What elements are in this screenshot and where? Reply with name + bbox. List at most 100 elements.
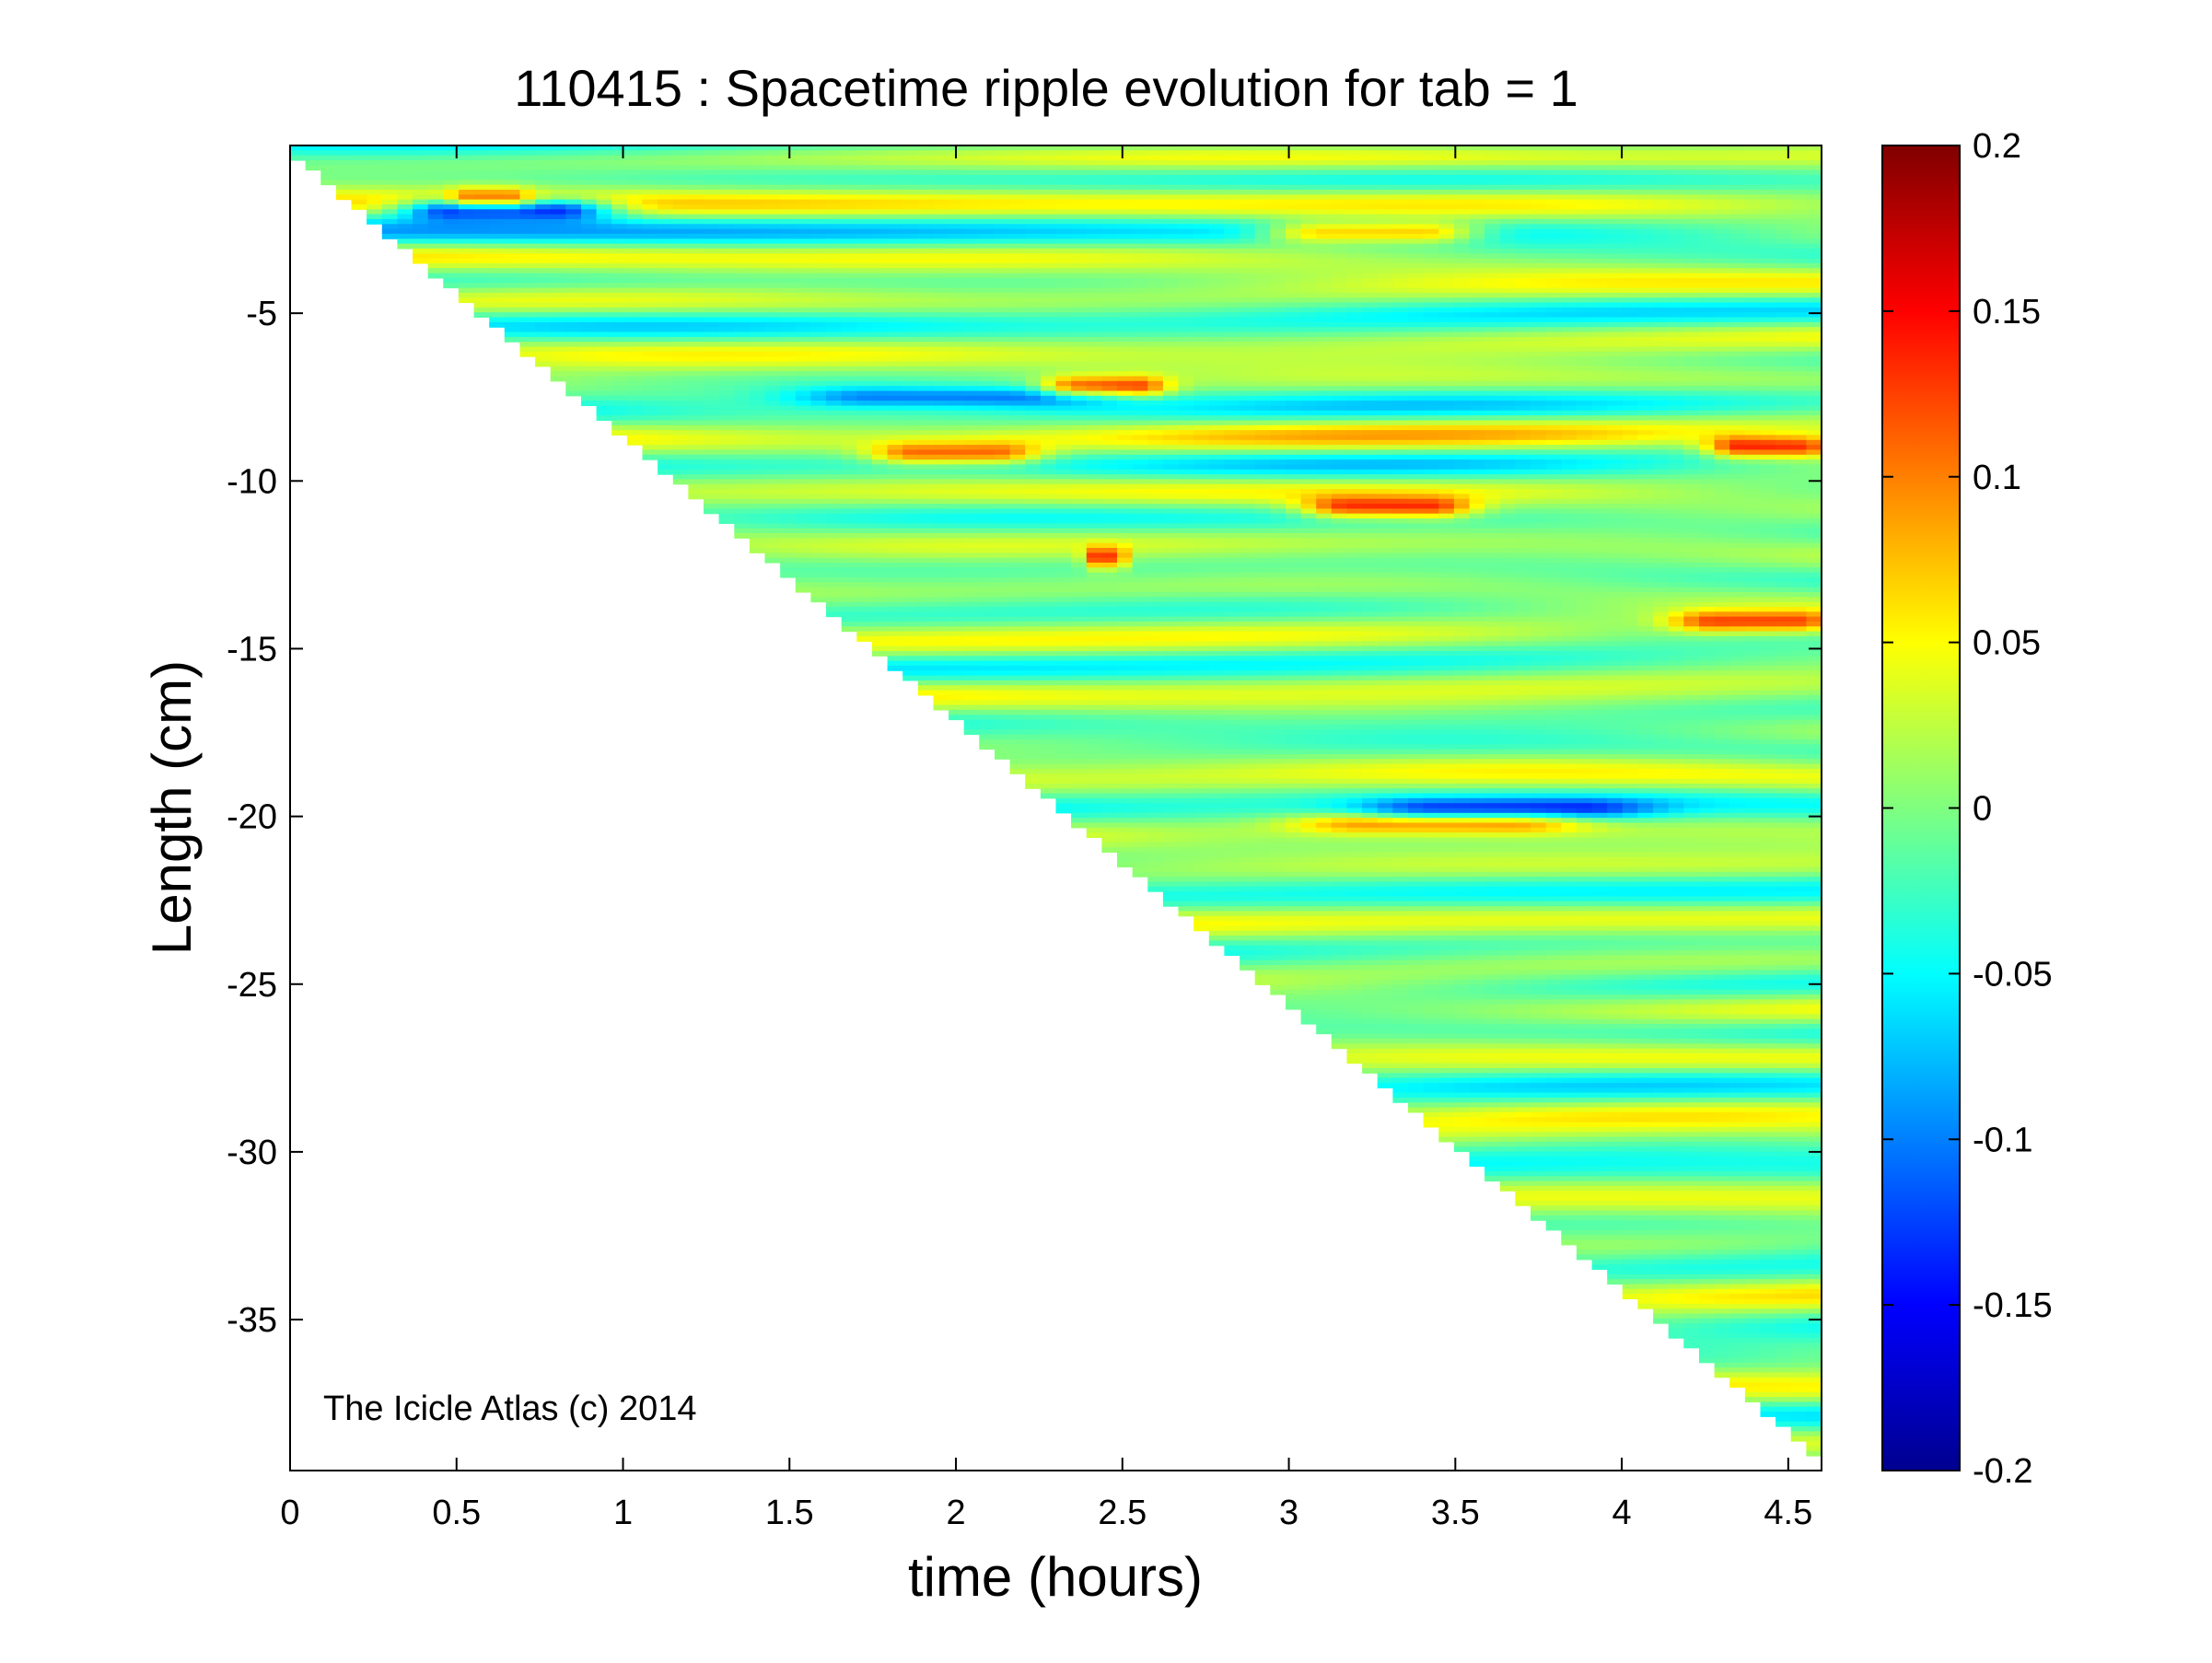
heatmap-cell bbox=[917, 435, 934, 441]
heatmap-cell bbox=[1208, 150, 1225, 157]
heatmap-cell bbox=[626, 145, 644, 151]
heatmap-cell bbox=[1009, 390, 1026, 397]
heatmap-cell bbox=[1162, 228, 1180, 235]
heatmap-cell bbox=[749, 479, 766, 485]
heatmap-cell bbox=[1132, 312, 1148, 319]
heatmap-cell bbox=[1208, 351, 1225, 357]
heatmap-cell bbox=[933, 228, 949, 235]
heatmap-cell bbox=[810, 371, 827, 378]
heatmap-cell bbox=[504, 165, 520, 171]
heatmap-cell bbox=[764, 194, 781, 201]
heatmap-cell bbox=[413, 224, 429, 230]
heatmap-cell bbox=[1147, 317, 1164, 323]
heatmap-cell bbox=[780, 165, 797, 171]
heatmap-cell bbox=[1193, 822, 1210, 829]
heatmap-cell bbox=[642, 218, 658, 225]
heatmap-cell bbox=[658, 180, 674, 186]
heatmap-cell bbox=[1055, 312, 1072, 319]
heatmap-cell bbox=[535, 292, 552, 298]
heatmap-cell bbox=[688, 307, 704, 313]
heatmap-cell bbox=[856, 243, 873, 250]
heatmap-cell bbox=[535, 165, 552, 171]
heatmap-cell bbox=[1178, 822, 1194, 829]
heatmap-cell bbox=[1025, 243, 1042, 250]
heatmap-cell bbox=[688, 199, 704, 205]
heatmap-cell bbox=[504, 253, 520, 260]
heatmap-cell bbox=[688, 283, 704, 289]
heatmap-cell bbox=[902, 214, 919, 220]
heatmap-cell bbox=[841, 351, 857, 357]
heatmap-cell bbox=[704, 150, 720, 157]
heatmap-cell bbox=[581, 307, 598, 313]
heatmap-cell bbox=[1147, 327, 1164, 333]
heatmap-cell bbox=[979, 366, 995, 372]
heatmap-cell bbox=[902, 483, 919, 490]
heatmap-cell bbox=[979, 592, 995, 598]
heatmap-cell bbox=[519, 224, 536, 230]
heatmap-cell bbox=[841, 150, 857, 157]
heatmap-cell bbox=[917, 395, 934, 401]
heatmap-cell bbox=[1086, 474, 1102, 480]
heatmap-cell bbox=[795, 180, 811, 186]
heatmap-cell bbox=[1025, 783, 1042, 789]
heatmap-cell bbox=[642, 287, 658, 294]
heatmap-cell bbox=[672, 218, 689, 225]
heatmap-cell bbox=[581, 150, 598, 157]
heatmap-cell bbox=[963, 204, 980, 210]
heatmap-cell bbox=[565, 184, 582, 191]
heatmap-cell bbox=[658, 331, 674, 338]
heatmap-cell bbox=[473, 243, 490, 250]
heatmap-cell bbox=[1071, 366, 1088, 372]
heatmap-cell bbox=[917, 190, 934, 195]
heatmap-cell bbox=[1132, 542, 1148, 549]
heatmap-cell bbox=[1025, 395, 1042, 401]
heatmap-cell bbox=[704, 494, 720, 500]
heatmap-cell bbox=[519, 165, 536, 171]
heatmap-cell bbox=[473, 248, 490, 254]
heatmap-cell bbox=[1101, 209, 1118, 215]
heatmap-cell bbox=[718, 224, 735, 230]
heatmap-cell bbox=[979, 439, 995, 446]
heatmap-cell bbox=[1193, 243, 1210, 250]
heatmap-cell bbox=[1193, 523, 1210, 529]
heatmap-cell bbox=[1147, 297, 1164, 304]
heatmap-cell bbox=[841, 336, 857, 343]
heatmap-cell bbox=[826, 169, 843, 176]
heatmap-cell bbox=[933, 572, 949, 578]
heatmap-cell bbox=[642, 228, 658, 235]
heatmap-cell bbox=[995, 165, 1011, 171]
heatmap-cell bbox=[626, 380, 644, 387]
heatmap-cell bbox=[933, 587, 949, 593]
heatmap-cell bbox=[1009, 645, 1026, 652]
heatmap-cell bbox=[305, 150, 321, 157]
heatmap-cell bbox=[995, 292, 1011, 298]
heatmap-cell bbox=[704, 479, 720, 485]
heatmap-cell bbox=[626, 346, 644, 353]
heatmap-cell bbox=[1071, 582, 1088, 588]
heatmap-cell bbox=[1208, 224, 1225, 230]
heatmap-cell bbox=[810, 513, 827, 519]
heatmap-cell bbox=[887, 366, 903, 372]
heatmap-cell bbox=[979, 435, 995, 441]
heatmap-cell bbox=[1101, 719, 1118, 726]
heatmap-cell bbox=[1147, 523, 1164, 529]
heatmap-cell bbox=[1040, 430, 1057, 436]
heatmap-cell bbox=[841, 346, 857, 353]
heatmap-cell bbox=[871, 435, 889, 441]
heatmap-cell bbox=[1208, 410, 1225, 416]
heatmap-cell bbox=[1086, 390, 1102, 397]
heatmap-cell bbox=[626, 248, 644, 254]
heatmap-cell bbox=[611, 376, 628, 382]
heatmap-cell bbox=[565, 160, 582, 166]
heatmap-cell bbox=[734, 214, 751, 220]
heatmap-cell bbox=[917, 498, 934, 505]
heatmap-cell bbox=[826, 145, 843, 151]
heatmap-cell bbox=[902, 557, 919, 564]
heatmap-cell bbox=[550, 218, 566, 225]
heatmap-cell bbox=[1117, 744, 1134, 750]
heatmap-cell bbox=[1086, 150, 1102, 157]
heatmap-cell bbox=[1055, 494, 1072, 500]
heatmap-cell bbox=[902, 180, 919, 186]
heatmap-cell bbox=[949, 660, 965, 667]
heatmap-cell bbox=[995, 180, 1011, 186]
